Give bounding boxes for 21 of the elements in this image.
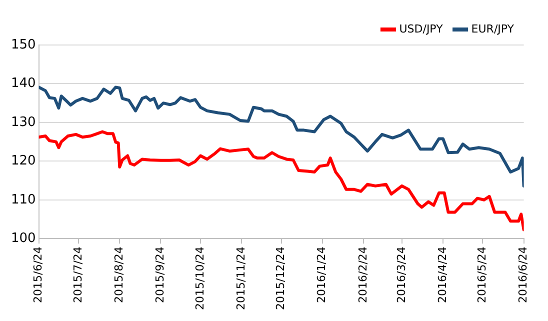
x-tick-label: 2015/10/24 bbox=[193, 246, 206, 310]
x-tick-label: 2015/7/24 bbox=[71, 246, 84, 304]
x-tick-label: 2015/11/24 bbox=[234, 246, 248, 310]
x-tick-label: 2015/6/24 bbox=[32, 246, 45, 304]
y-tick-label: 110 bbox=[10, 192, 36, 208]
legend-label: USD/JPY bbox=[399, 22, 444, 36]
y-tick-label: 150 bbox=[10, 37, 36, 52]
x-tick-label: 2015/9/24 bbox=[154, 246, 167, 304]
x-tick-label: 2016/6/24 bbox=[516, 246, 530, 304]
x-tick-label: 2016/5/24 bbox=[476, 246, 489, 304]
y-tick-label: 100 bbox=[10, 230, 36, 246]
y-tick-label: 130 bbox=[10, 114, 36, 130]
x-tick-label: 2015/12/24 bbox=[274, 246, 288, 310]
x-tick-label: 2016/2/24 bbox=[356, 246, 370, 304]
y-tick-label: 120 bbox=[10, 154, 36, 169]
x-tick-label: 2016/4/24 bbox=[436, 246, 449, 304]
y-tick-label: 140 bbox=[10, 76, 36, 92]
x-tick-label: 2016/3/24 bbox=[394, 246, 408, 304]
x-tick-label: 2016/1/24 bbox=[315, 246, 328, 304]
legend-label: EUR/JPY bbox=[471, 22, 514, 36]
x-tick-label: 2015/8/24 bbox=[112, 246, 126, 304]
